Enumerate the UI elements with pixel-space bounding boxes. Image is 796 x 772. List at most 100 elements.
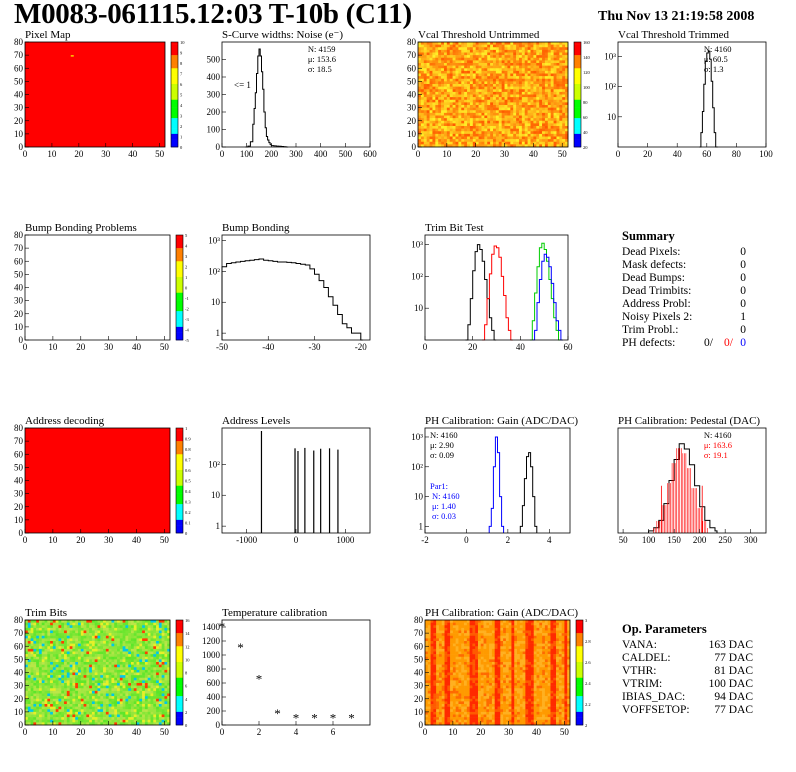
- heatmap-cell: [150, 667, 154, 671]
- heatmap-cell: [66, 696, 70, 700]
- heatmap-cell: [80, 654, 84, 658]
- heatmap-cell: [498, 44, 502, 48]
- heatmap-cell: [521, 99, 526, 103]
- heatmap-cell: [501, 94, 505, 98]
- colorbar-segment: [171, 118, 178, 122]
- heatmap-cell: [103, 656, 107, 660]
- heatmap-cell: [133, 719, 137, 723]
- heatmap-cell: [147, 709, 151, 713]
- colorbar-segment: [176, 530, 183, 534]
- heatmap-cell: [458, 73, 462, 77]
- heatmap-cell: [52, 659, 56, 663]
- heatmap-cell: [536, 94, 540, 98]
- heatmap-cell: [495, 139, 500, 143]
- heatmap-cell: [553, 110, 557, 114]
- heatmap-cell: [66, 714, 70, 718]
- heatmap-cell: [441, 136, 445, 140]
- heatmap-cell: [559, 105, 563, 108]
- heatmap-cell: [36, 643, 40, 647]
- heatmap-cell: [449, 47, 453, 51]
- heatmap-cell: [530, 52, 534, 56]
- heatmap-cell: [467, 89, 471, 93]
- heatmap-cell: [105, 696, 109, 700]
- heatmap-cell: [536, 42, 540, 45]
- heatmap-cell: [556, 126, 560, 129]
- heatmap-cell: [458, 89, 462, 93]
- heatmap-cell: [565, 99, 569, 103]
- heatmap-cell: [83, 696, 87, 700]
- heatmap-cell: [105, 717, 109, 721]
- heatmap-cell: [464, 139, 468, 143]
- heatmap-cell: [150, 683, 154, 686]
- heatmap-cell: [516, 78, 520, 82]
- colorbar-segment: [176, 326, 183, 330]
- heatmap-cell: [536, 81, 540, 85]
- heatmap-cell: [472, 42, 476, 45]
- heatmap-cell: [100, 664, 104, 668]
- heatmap-cell: [556, 57, 560, 61]
- heatmap-cell: [507, 118, 511, 122]
- heatmap-cell: [565, 52, 569, 56]
- heatmap-cell: [69, 648, 73, 652]
- heatmap-cell: [86, 667, 90, 671]
- heatmap-cell: [55, 654, 59, 658]
- heatmap-cell: [427, 696, 431, 700]
- heatmap-cell: [83, 630, 87, 634]
- heatmap-cell: [147, 722, 151, 726]
- heatmap-cell: [436, 630, 440, 634]
- heatmap-cell: [41, 667, 45, 671]
- heatmap-cell: [61, 693, 65, 697]
- heatmap-cell: [527, 73, 531, 77]
- heatmap-cell: [128, 627, 132, 631]
- heatmap-cell: [119, 641, 123, 644]
- heatmap-cell: [464, 107, 468, 111]
- heatmap-cell: [83, 711, 87, 715]
- heatmap-cell: [449, 120, 453, 124]
- heatmap-cell: [89, 669, 93, 673]
- heatmap-cell: [433, 696, 437, 700]
- heatmap-cell: [510, 141, 514, 145]
- heatmap-cell: [452, 55, 456, 59]
- heatmap-cell: [475, 105, 479, 108]
- heatmap-cell: [510, 136, 514, 140]
- heatmap-cell: [86, 625, 90, 629]
- colorbar-segment: [171, 133, 178, 137]
- heatmap-cell: [420, 55, 425, 59]
- heatmap-cell: [533, 81, 537, 85]
- heatmap-cell: [547, 97, 551, 101]
- heatmap-cell: [507, 86, 511, 90]
- heatmap-cell: [507, 65, 511, 69]
- heatmap-cell: [75, 662, 79, 665]
- heatmap-cell: [64, 669, 68, 673]
- heatmap-cell: [565, 131, 569, 135]
- heatmap-cell: [44, 643, 48, 647]
- heatmap-cell: [429, 115, 433, 119]
- heatmap-cell: [33, 709, 37, 713]
- heatmap-cell: [498, 65, 502, 69]
- heatmap-cell: [495, 110, 500, 114]
- heatmap-cell: [111, 620, 115, 623]
- heatmap-cell: [52, 685, 56, 689]
- heatmap-cell: [430, 625, 434, 629]
- heatmap-cell: [441, 76, 445, 80]
- heatmap-cell: [418, 133, 422, 137]
- heatmap-cell: [36, 622, 40, 626]
- colorbar-segment: [176, 493, 183, 497]
- colorbar-segment: [171, 47, 178, 51]
- heatmap-cell: [55, 646, 59, 650]
- heatmap-cell: [72, 685, 76, 689]
- heatmap-cell: [553, 49, 557, 53]
- heatmap-cell: [117, 677, 121, 681]
- heatmap-cell: [487, 112, 491, 116]
- heatmap-cell: [510, 97, 514, 101]
- heatmap-cell: [50, 662, 54, 665]
- heatmap-cell: [130, 638, 135, 642]
- heatmap-cell: [530, 110, 534, 114]
- heatmap-cell: [441, 141, 445, 145]
- heatmap-cell: [105, 683, 109, 686]
- heatmap-cell: [147, 680, 151, 684]
- heatmap-cell: [72, 622, 76, 626]
- heatmap-cell: [136, 717, 140, 721]
